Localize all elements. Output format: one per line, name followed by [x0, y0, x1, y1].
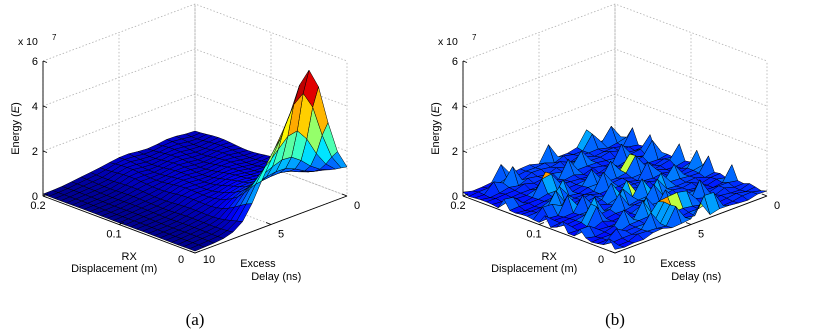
x-tick-label: 0 — [178, 254, 184, 266]
z-axis-label: Energy (E) — [10, 102, 22, 155]
surface-patch — [721, 163, 739, 183]
z-tick-label: 6 — [452, 56, 458, 68]
x-tick-label: 0.2 — [450, 200, 465, 212]
z-tick-label: 0 — [32, 191, 38, 203]
gridline-z — [462, 3, 768, 62]
z-multiplier: x 10 — [438, 36, 458, 48]
x-tick — [462, 193, 469, 197]
z-tick-label: 4 — [32, 101, 38, 113]
y-tick — [265, 222, 272, 225]
z-tick-label: 0 — [452, 191, 458, 203]
axes: 0 2 4 6 x 10 7 Energy (E) 0.2 0.1 0 RXDisplacement… — [430, 33, 780, 283]
y-axis-label-line2: Delay (ns) — [671, 271, 721, 283]
z-axis-label-part: Energy ( — [10, 113, 22, 155]
axes: 0 2 4 6 x 10 7 Energy (E) 0.2 0.1 0 RXDisplacement… — [10, 33, 360, 283]
y-tick-label: 0 — [354, 200, 360, 212]
y-tick-label: 5 — [698, 229, 704, 241]
surface-patch — [188, 244, 206, 252]
y-axis-label-line1: Excess — [240, 258, 276, 270]
x-tick-label: 0.1 — [106, 229, 121, 241]
y-tick-label: 5 — [278, 229, 284, 241]
z-multiplier-exponent: 7 — [52, 33, 57, 42]
z-tick-label: 6 — [32, 56, 38, 68]
y-axis-label-line2: Delay (ns) — [251, 271, 301, 283]
x-tick — [614, 250, 621, 254]
z-axis-label-symbol: E — [430, 105, 442, 113]
z-axis-label: Energy (E) — [430, 102, 442, 155]
z-tick — [42, 60, 48, 63]
surface-plot-a: 0 2 4 6 x 10 7 Energy (E) 0.2 0.1 0 RXDisplacement… — [10, 3, 360, 329]
surface-plot-b: 0 2 4 6 x 10 7 Energy (E) 0.2 0.1 0 RXDisplacement… — [430, 3, 780, 329]
x-axis-label-line2: Displacement (m) — [71, 263, 157, 275]
y-tick-label: 10 — [203, 254, 215, 266]
z-axis-label-part: ) — [430, 102, 442, 106]
y-tick-label: 0 — [774, 200, 780, 212]
z-tick — [42, 105, 48, 108]
x-tick-label: 0 — [598, 254, 604, 266]
x-axis-label-line1: RX — [122, 251, 138, 263]
z-tick — [42, 150, 48, 153]
z-tick-label: 2 — [452, 146, 458, 158]
x-tick-label: 0.1 — [526, 229, 541, 241]
z-tick — [462, 195, 468, 198]
surface — [42, 69, 348, 252]
y-axis-label-line1: Excess — [660, 258, 696, 270]
y-tick — [189, 250, 196, 254]
gridline-z — [42, 3, 348, 62]
z-axis-label-part: Energy ( — [430, 113, 442, 155]
surface — [462, 125, 768, 250]
z-tick — [462, 150, 468, 153]
y-tick — [761, 193, 768, 197]
x-tick — [42, 193, 49, 197]
x-tick-label: 0.2 — [30, 200, 45, 212]
y-tick-label: 10 — [623, 254, 635, 266]
z-tick — [462, 105, 468, 108]
z-tick — [42, 195, 48, 198]
panel-caption: (a) — [186, 310, 205, 329]
x-tick — [118, 222, 125, 225]
x-tick — [194, 250, 201, 254]
surface-patch — [608, 238, 626, 250]
z-multiplier: x 10 — [18, 36, 38, 48]
z-axis-label-symbol: E — [10, 105, 22, 113]
z-axis-label-part: ) — [10, 102, 22, 106]
y-tick — [609, 250, 616, 254]
z-tick-label: 4 — [452, 101, 458, 113]
y-tick — [685, 222, 692, 225]
x-axis-label-line1: RX — [542, 251, 558, 263]
z-tick — [462, 60, 468, 63]
x-axis-label-line2: Displacement (m) — [491, 263, 577, 275]
z-multiplier-exponent: 7 — [472, 33, 477, 42]
panel-caption: (b) — [605, 310, 625, 329]
y-tick — [341, 193, 348, 197]
x-tick — [538, 222, 545, 225]
z-tick-label: 2 — [32, 146, 38, 158]
